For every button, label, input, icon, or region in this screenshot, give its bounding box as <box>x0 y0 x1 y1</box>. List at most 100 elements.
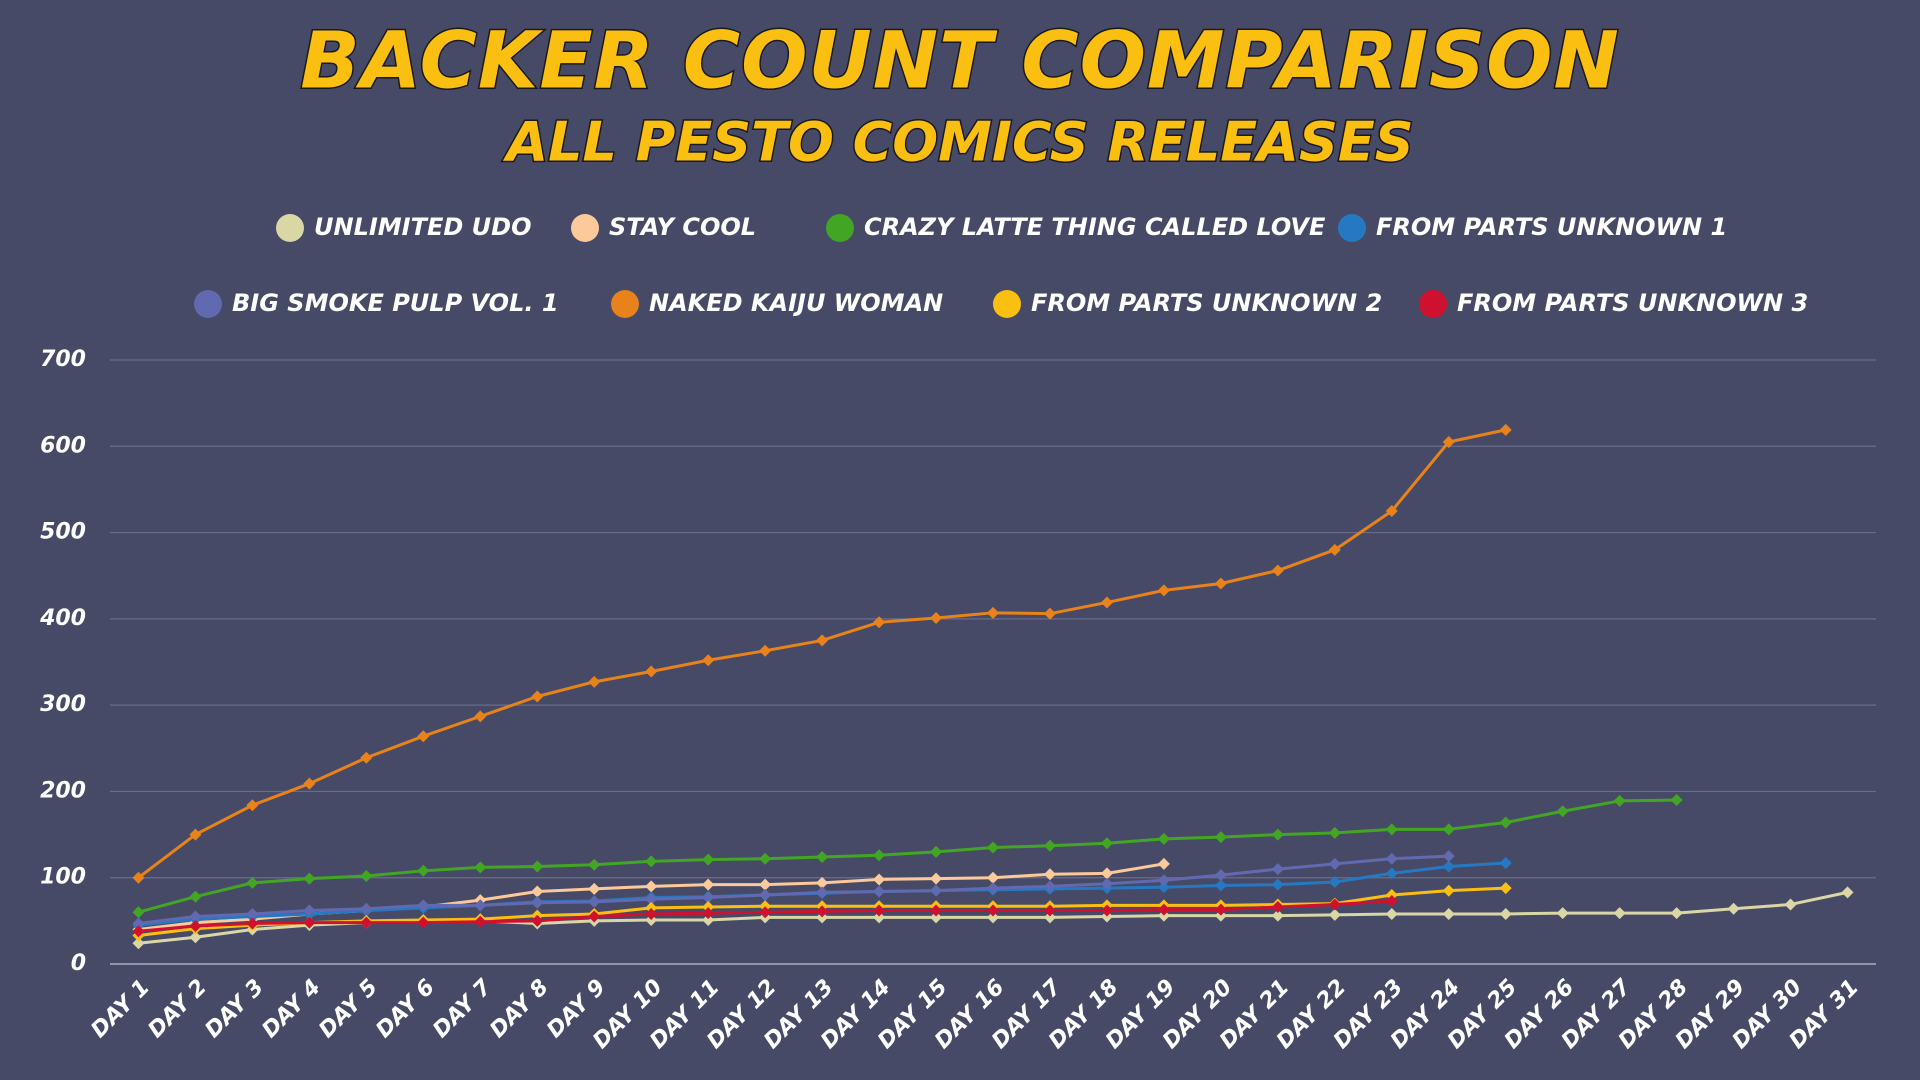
data-point <box>759 852 772 865</box>
data-point <box>645 880 658 893</box>
data-point <box>873 849 886 862</box>
data-point <box>1100 867 1113 880</box>
data-point <box>588 895 601 908</box>
data-point <box>1271 828 1284 841</box>
data-point <box>645 893 658 906</box>
data-point <box>873 885 886 898</box>
data-point <box>246 907 259 920</box>
data-point <box>246 799 259 812</box>
data-point <box>1100 877 1113 890</box>
data-point <box>987 841 999 854</box>
data-point <box>1499 907 1512 920</box>
data-point <box>1214 903 1227 916</box>
y-tick-label: 0 <box>71 951 86 976</box>
data-point <box>531 896 544 909</box>
data-point <box>1328 857 1341 870</box>
data-point <box>1784 898 1797 911</box>
data-point <box>645 901 658 914</box>
data-point <box>132 937 145 950</box>
data-point <box>702 853 715 866</box>
legend-label: FROM PARTS UNKNOWN 3 <box>1457 289 1808 317</box>
data-point <box>1499 423 1512 436</box>
data-point <box>1157 584 1170 597</box>
data-point <box>1442 823 1455 836</box>
data-point <box>1727 902 1740 915</box>
data-point <box>1385 823 1398 836</box>
data-point <box>360 869 373 882</box>
data-point <box>1214 879 1227 892</box>
data-point <box>474 899 487 912</box>
data-point <box>246 917 259 930</box>
data-point <box>873 911 886 924</box>
data-point <box>759 888 772 901</box>
legend-marker <box>611 290 639 318</box>
x-tick-label: DAY 4 <box>258 975 326 1043</box>
data-point <box>588 675 601 688</box>
data-point <box>189 890 202 903</box>
data-point <box>1442 884 1455 897</box>
data-point <box>645 665 658 678</box>
data-point <box>132 917 145 930</box>
data-point <box>1385 895 1398 908</box>
legend-label: BIG SMOKE PULP VOL. 1 <box>232 289 559 317</box>
data-point <box>474 710 487 723</box>
legend-label: STAY COOL <box>609 213 756 241</box>
data-point <box>987 871 999 884</box>
series-line <box>137 428 1507 879</box>
data-point <box>1385 888 1398 901</box>
data-point <box>588 910 601 923</box>
data-point <box>1442 435 1455 448</box>
data-point <box>132 871 145 884</box>
data-point <box>873 616 886 629</box>
data-point <box>1043 904 1056 917</box>
data-point <box>1328 543 1341 556</box>
x-tick-label: DAY 5 <box>314 975 382 1043</box>
data-point <box>474 861 487 874</box>
data-point <box>189 920 202 933</box>
legend-label: NAKED KAIJU WOMAN <box>649 289 943 317</box>
data-point <box>1499 816 1512 829</box>
data-point <box>1043 911 1056 924</box>
x-tick-label: DAY 3 <box>201 975 269 1043</box>
data-point <box>816 634 829 647</box>
data-point <box>1328 826 1341 839</box>
y-tick-label: 600 <box>40 433 86 458</box>
data-point <box>930 904 943 917</box>
data-point <box>1328 908 1341 921</box>
data-point <box>816 911 829 924</box>
data-point <box>1214 577 1227 590</box>
data-point <box>702 901 715 914</box>
data-point <box>702 654 715 667</box>
data-point <box>189 828 202 841</box>
data-point <box>588 858 601 871</box>
legend-label: CRAZY LATTE THING CALLED LOVE <box>864 213 1326 241</box>
data-point <box>1442 850 1455 863</box>
data-point <box>1670 794 1683 807</box>
data-point <box>987 606 999 619</box>
data-point <box>930 884 943 897</box>
data-point <box>816 876 829 889</box>
data-point <box>1841 886 1854 899</box>
legend-marker <box>276 214 304 242</box>
data-point <box>246 876 259 889</box>
data-point <box>1100 837 1113 850</box>
data-point <box>987 904 999 917</box>
data-point <box>759 878 772 891</box>
data-point <box>1271 909 1284 922</box>
data-point <box>360 902 373 915</box>
data-point <box>930 911 943 924</box>
data-point <box>1100 910 1113 923</box>
y-tick-label: 200 <box>40 778 86 803</box>
legend-marker <box>826 214 854 242</box>
data-point <box>1385 907 1398 920</box>
data-point <box>1385 505 1398 517</box>
data-point <box>702 913 715 926</box>
data-point <box>1499 857 1512 870</box>
data-point <box>1556 907 1569 920</box>
legend-label: FROM PARTS UNKNOWN 1 <box>1376 213 1727 241</box>
data-point <box>531 690 544 703</box>
data-point <box>1043 880 1056 893</box>
x-tick-label: DAY 2 <box>144 975 212 1043</box>
data-point <box>1613 794 1626 807</box>
